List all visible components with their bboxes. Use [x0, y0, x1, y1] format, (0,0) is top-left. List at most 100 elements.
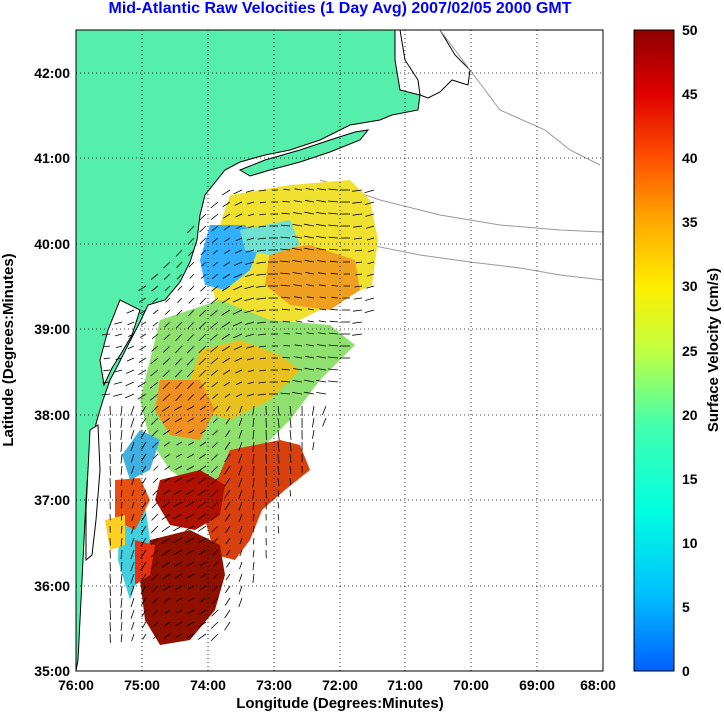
velocity-arrow	[120, 489, 123, 498]
velocity-arrow	[281, 212, 291, 215]
velocity-arrow	[256, 309, 267, 312]
velocity-arrow	[120, 585, 123, 596]
velocity-arrow	[304, 259, 315, 263]
velocity-arrow	[307, 308, 315, 311]
velocity-arrow	[114, 333, 123, 337]
velocity-arrow	[140, 525, 147, 534]
velocity-arrow	[163, 585, 171, 592]
velocity-arrow	[175, 429, 183, 434]
velocity-arrow	[211, 597, 219, 605]
velocity-arrow	[150, 357, 159, 365]
velocity-arrow	[174, 633, 183, 639]
velocity-arrow	[294, 344, 303, 347]
velocity-arrow	[188, 597, 195, 602]
velocity-arrow	[283, 345, 291, 347]
velocity-arrow	[150, 537, 159, 546]
velocity-arrow	[224, 477, 231, 487]
velocity-arrow	[185, 525, 195, 532]
velocity-arrow	[280, 284, 291, 287]
velocity-arrow	[293, 200, 303, 203]
land-cape-cod	[399, 30, 471, 99]
velocity-arrow	[277, 429, 280, 440]
velocity-arrow	[109, 417, 111, 428]
velocity-arrow	[224, 441, 231, 450]
velocity-arrow	[197, 501, 207, 508]
velocity-arrow	[212, 549, 219, 556]
velocity-arrow	[128, 333, 135, 337]
velocity-arrow	[138, 297, 147, 303]
velocity-arrow	[103, 357, 111, 360]
velocity-arrow	[187, 609, 195, 614]
velocity-arrow	[187, 393, 195, 401]
x-tick-label: 70:00	[453, 677, 489, 693]
velocity-arrow	[318, 320, 327, 323]
velocity-arrow	[355, 261, 363, 264]
velocity-arrow	[185, 501, 195, 508]
velocity-arrow	[235, 393, 243, 398]
velocity-arrow	[292, 224, 303, 227]
velocity-arrow	[113, 381, 123, 385]
velocity-arrow	[163, 333, 171, 341]
velocity-arrow	[365, 285, 375, 289]
velocity-arrow	[120, 549, 123, 560]
velocity-arrow	[140, 333, 147, 338]
velocity-arrow	[222, 369, 231, 375]
velocity-arrow	[153, 621, 159, 627]
velocity-arrow	[173, 549, 183, 556]
velocity-arrow	[130, 441, 135, 452]
velocity-arrow	[188, 261, 195, 268]
velocity-arrow	[294, 308, 303, 311]
velocity-arrow	[256, 261, 267, 264]
land-chesapeake	[85, 424, 101, 562]
velocity-arrow	[224, 453, 231, 463]
velocity-arrow	[238, 585, 243, 595]
velocity-arrow	[130, 417, 135, 428]
velocity-arrow	[162, 501, 171, 508]
velocity-arrow	[120, 525, 123, 534]
velocity-arrow	[239, 525, 243, 534]
velocity-arrow	[316, 224, 327, 227]
velocity-arrow	[130, 609, 135, 619]
colorbar-tick-label: 0	[682, 663, 690, 679]
velocity-arrow	[212, 261, 219, 267]
velocity-arrow	[257, 333, 267, 336]
velocity-arrow	[304, 199, 315, 203]
velocity-arrow	[312, 417, 315, 428]
velocity-arrow	[305, 284, 315, 287]
velocity-arrow	[283, 188, 291, 191]
velocity-arrow	[188, 297, 195, 304]
velocity-arrow	[151, 585, 159, 593]
velocity-arrow	[173, 537, 183, 544]
velocity-arrow	[280, 248, 291, 251]
velocity-arrow	[328, 344, 339, 347]
velocity-arrow	[199, 561, 207, 567]
map-title: Mid-Atlantic Raw Velocities (1 Day Avg) …	[108, 0, 572, 17]
velocity-arrow	[257, 321, 267, 324]
velocity-arrow	[305, 355, 315, 359]
velocity-arrow	[130, 549, 135, 560]
velocity-arrow	[280, 272, 291, 275]
velocity-arrow	[161, 561, 171, 568]
velocity-arrow	[222, 273, 231, 279]
velocity-arrow	[246, 357, 255, 361]
velocity-arrow	[125, 381, 135, 387]
velocity-arrow	[235, 369, 243, 374]
velocity-arrow	[150, 369, 159, 377]
velocity-arrow	[281, 296, 291, 299]
velocity-arrow	[366, 237, 375, 241]
velocity-arrow	[210, 321, 219, 329]
velocity-arrow	[226, 405, 231, 412]
bathymetry-contour	[319, 179, 603, 233]
velocity-arrow	[293, 284, 303, 287]
velocity-arrow	[319, 308, 327, 311]
velocity-arrow	[114, 369, 123, 373]
velocity-arrow	[173, 513, 183, 520]
velocity-arrow	[210, 201, 219, 209]
velocity-arrow	[127, 321, 135, 326]
velocity-arrow	[365, 297, 375, 301]
y-axis-label: Latitude (Degrees:Minutes)	[0, 253, 17, 446]
velocity-arrow	[282, 356, 291, 359]
velocity-arrow	[165, 297, 171, 303]
velocity-arrow	[162, 489, 171, 496]
velocity-arrow	[212, 585, 219, 592]
